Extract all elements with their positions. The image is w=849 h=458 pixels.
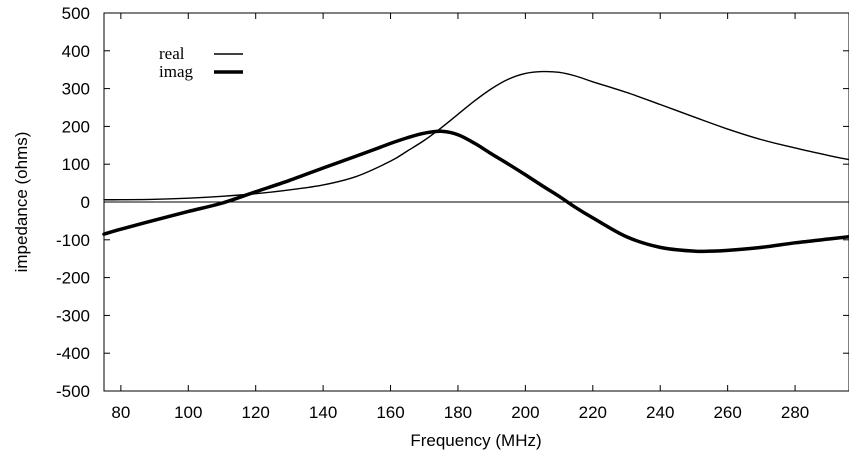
series-line-real [103,70,849,201]
x-tick-label: 180 [444,403,472,422]
x-tick-label: 260 [713,403,741,422]
y-tick-label: 300 [62,80,90,99]
x-tick-label: 220 [579,403,607,422]
x-tick-label: 100 [174,403,202,422]
legend-label-real: real [159,44,185,63]
series-line-imag [102,129,849,254]
y-tick-label: -100 [56,231,90,250]
y-tick-label: 400 [62,42,90,61]
legend-label-imag: imag [159,62,193,81]
y-tick-label: 200 [62,117,90,136]
series-layer [102,70,849,254]
x-axis-label: Frequency (MHz) [410,431,541,450]
y-axis-label: impedance (ohms) [12,132,31,273]
y-tick-label: -500 [56,382,90,401]
y-tick-label: 0 [81,193,90,212]
x-tick-label: 120 [242,403,270,422]
y-tick-label: 500 [62,4,90,23]
x-tick-label: 140 [309,403,337,422]
y-tick-label: -300 [56,306,90,325]
y-axis: -500 -400 -300 -200 -100 0 100 200 300 400 500 [56,4,849,401]
x-axis: 80 100 120 140 160 180 200 220 240 260 280 [111,13,809,422]
y-tick-label: -400 [56,344,90,363]
y-tick-label: 100 [62,155,90,174]
x-tick-label: 200 [511,403,539,422]
x-tick-label: 240 [646,403,674,422]
y-tick-label: -200 [56,269,90,288]
x-tick-label: 80 [111,403,130,422]
x-tick-label: 160 [376,403,404,422]
x-tick-label: 280 [781,403,809,422]
